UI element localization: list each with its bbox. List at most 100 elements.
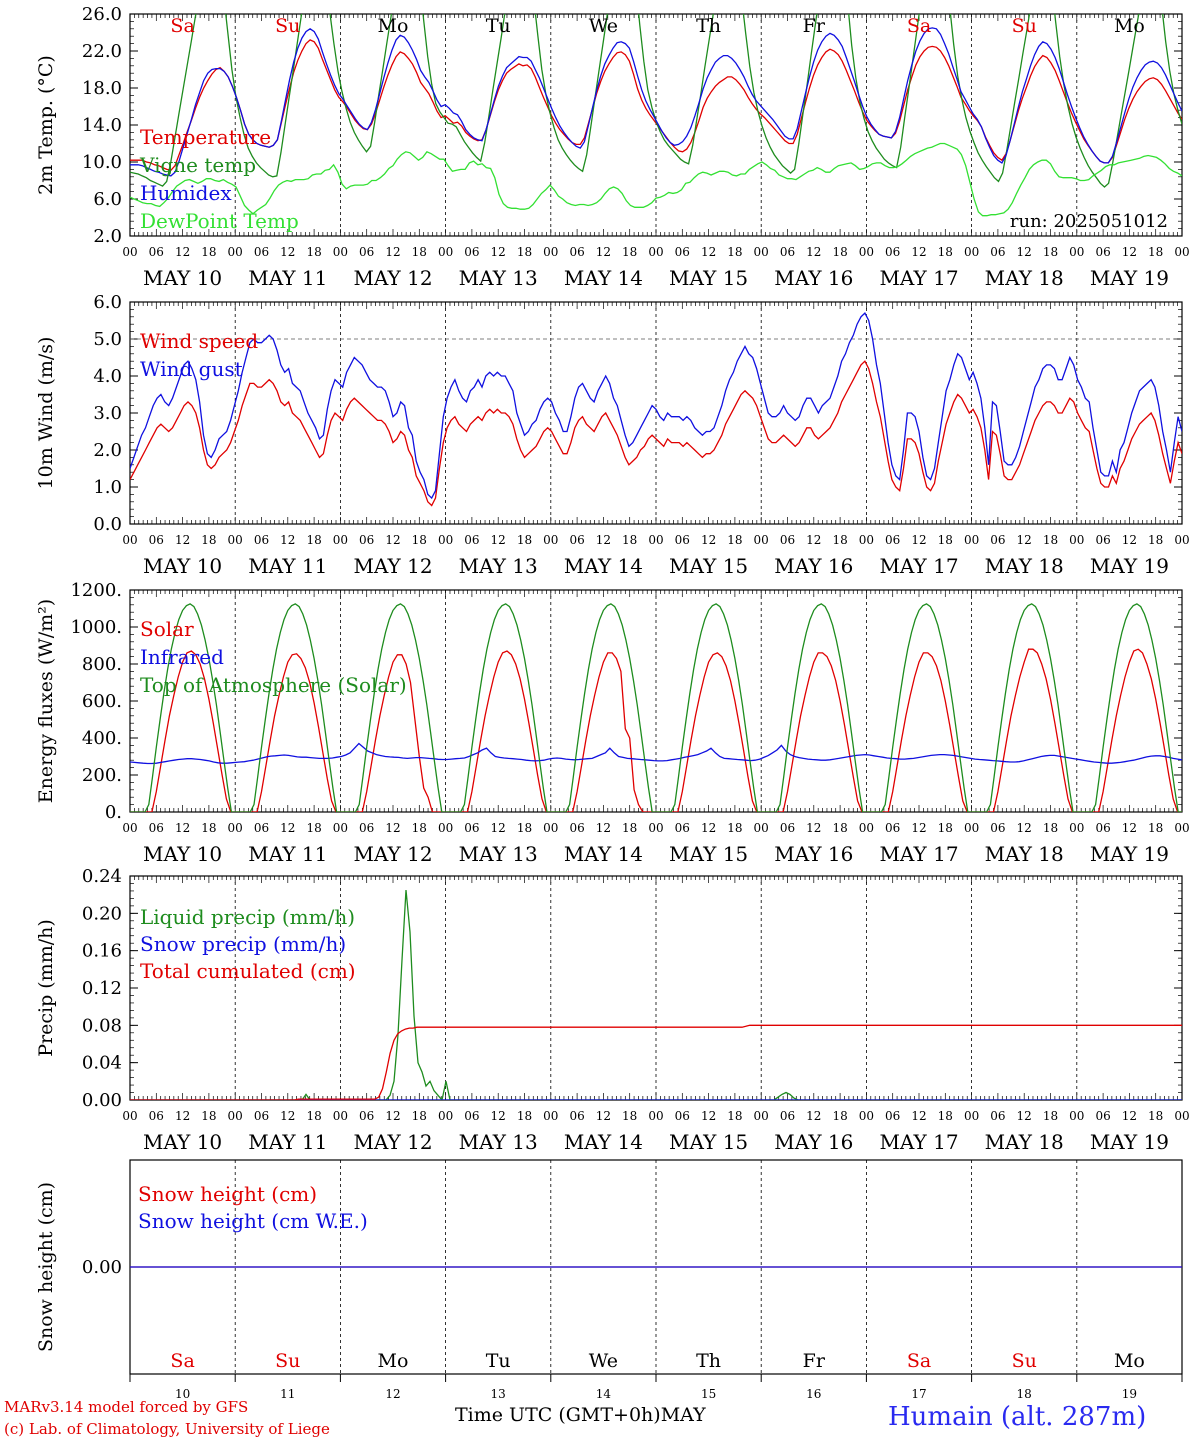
x-hour-label: 00 [438,245,453,259]
x-day-label: MAY 12 [353,842,432,866]
x-hour-label: 06 [885,533,900,547]
x-hour-label: 06 [464,1109,479,1123]
y-tick-label: 0.04 [82,1053,122,1074]
weekday-label: Sa [170,15,194,37]
x-hour-label: 12 [385,533,400,547]
x-hour-label: 18 [938,533,953,547]
y-tick-label: 5.0 [93,329,122,350]
x-hour-label: 06 [780,533,795,547]
x-hour-label: 00 [122,245,137,259]
x-hour-label: 12 [175,245,190,259]
x-hour-label: 00 [228,533,243,547]
legend-entry: Snow height (cm W.E.) [138,1209,368,1233]
x-hour-label: 18 [622,821,637,835]
y-tick-label: 4.0 [93,366,122,387]
legend-entry: Liquid precip (mm/h) [140,905,355,929]
x-hour-label: 12 [1017,245,1032,259]
x-hour-label: 00 [964,821,979,835]
x-day-label: MAY 14 [564,842,643,866]
weekday-label: Mo [378,15,409,37]
x-hour-label: 06 [359,245,374,259]
x-day-label: 12 [385,1387,400,1401]
y-tick-label: 1000. [70,617,122,638]
weekday-label: Tu [486,1350,511,1372]
x-hour-label: 06 [464,245,479,259]
y-tick-label: 200. [82,765,122,786]
x-hour-label: 18 [727,245,742,259]
x-day-label: MAY 18 [985,266,1064,290]
x-hour-label: 12 [596,821,611,835]
month-label: MAY [660,1404,706,1426]
x-day-label: 16 [806,1387,821,1401]
series-line-solar [130,648,1182,812]
x-hour-label: 00 [228,821,243,835]
x-hour-label: 00 [1174,821,1189,835]
x-hour-label: 12 [911,821,926,835]
y-tick-label: 2.0 [93,440,122,461]
x-hour-label: 18 [938,245,953,259]
x-day-label: MAY 15 [669,266,748,290]
x-hour-label: 00 [122,821,137,835]
y-tick-label: 0.0 [93,514,122,535]
y-tick-label: 3.0 [93,403,122,424]
weekday-label: Sa [907,1350,931,1372]
x-hour-label: 12 [806,533,821,547]
weekday-label: Mo [1114,1350,1145,1372]
x-hour-label: 00 [1069,533,1084,547]
x-hour-label: 18 [517,821,532,835]
x-day-label: MAY 13 [459,554,538,578]
x-day-label: MAY 18 [985,1130,1064,1154]
x-hour-label: 18 [201,821,216,835]
x-hour-label: 12 [911,245,926,259]
weekday-label: Su [1012,1350,1037,1372]
x-hour-label: 12 [806,245,821,259]
x-hour-label: 00 [859,533,874,547]
weekday-label: Th [696,15,721,37]
credit-line-1: MARv3.14 model forced by GFS [4,1398,249,1416]
x-hour-label: 12 [1017,1109,1032,1123]
x-hour-label: 06 [885,245,900,259]
legend-entry: Solar [140,617,194,641]
weekday-label: We [589,1350,618,1372]
y-tick-label: 0. [105,802,122,823]
x-day-label: MAY 10 [143,554,222,578]
x-hour-label: 06 [990,533,1005,547]
x-hour-label: 06 [149,245,164,259]
weekday-label: Su [1012,15,1037,37]
x-day-label: MAY 17 [879,554,958,578]
x-hour-label: 06 [675,1109,690,1123]
series-line-top-of-atmosphere-solar [130,603,1182,812]
x-hour-label: 06 [990,1109,1005,1123]
y-tick-label: 0.12 [82,978,122,999]
x-hour-label: 06 [1095,1109,1110,1123]
y-tick-label: 1.0 [93,477,122,498]
x-day-label: MAY 16 [774,1130,853,1154]
x-hour-label: 06 [1095,245,1110,259]
weekday-label: Th [696,1350,721,1372]
x-hour-label: 06 [675,533,690,547]
legend-entry: Wind gust [140,357,243,381]
x-day-label: 14 [596,1387,612,1401]
x-hour-label: 00 [648,245,663,259]
station-name: Humain (alt. 287m) [888,1402,1147,1432]
legend-entry: Snow precip (mm/h) [140,932,346,956]
x-hour-label: 00 [438,1109,453,1123]
y-tick-label: 14.0 [82,115,122,136]
x-hour-label: 12 [911,533,926,547]
x-day-label: MAY 14 [564,266,643,290]
x-hour-label: 00 [964,245,979,259]
time-label: Time UTC (GMT+0h) [455,1404,661,1426]
x-day-label: 11 [280,1387,295,1401]
x-day-label: MAY 19 [1090,266,1169,290]
x-day-label: 18 [1017,1387,1032,1401]
x-hour-label: 00 [228,245,243,259]
x-hour-label: 18 [1148,821,1163,835]
weekday-label: Su [275,1350,300,1372]
x-hour-label: 06 [359,533,374,547]
y-tick-label: 22.0 [82,41,122,62]
x-day-label: MAY 12 [353,266,432,290]
x-day-label: 15 [701,1387,716,1401]
x-hour-label: 12 [385,245,400,259]
x-day-label: MAY 11 [248,842,327,866]
